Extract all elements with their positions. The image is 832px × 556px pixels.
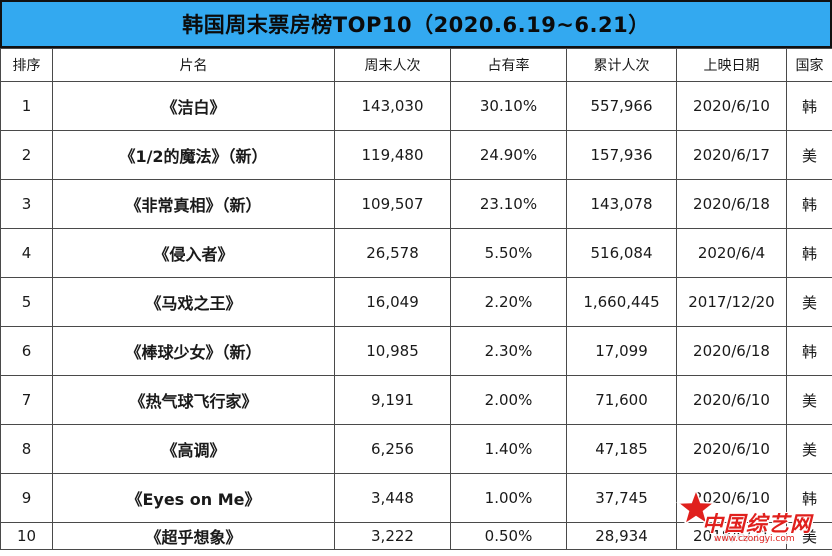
country-cell: 美 (786, 130, 832, 180)
release-cell: 2017/12/20 (676, 277, 787, 327)
rank-cell: 6 (0, 326, 53, 376)
share-cell: 23.10% (450, 179, 567, 229)
total-cell: 17,099 (566, 326, 677, 376)
share-cell: 2.30% (450, 326, 567, 376)
total-cell: 47,185 (566, 424, 677, 474)
country-cell: 韩 (786, 228, 832, 278)
header-row: 排序 片名 周末人次 占有率 累计人次 上映日期 国家 (0, 48, 832, 82)
film-cell: 《侵入者》 (52, 228, 335, 278)
table-row: 7 《热气球飞行家》 9,191 2.00% 71,600 2020/6/10 … (0, 375, 832, 425)
weekend-cell: 3,222 (334, 522, 451, 550)
table-row: 2 《1/2的魔法》（新） 119,480 24.90% 157,936 202… (0, 130, 832, 180)
total-cell: 28,934 (566, 522, 677, 550)
film-cell: 《非常真相》（新） (52, 179, 335, 229)
country-cell: 韩 (786, 326, 832, 376)
release-cell: 2020/6/10 (676, 473, 787, 523)
country-cell: 美 (786, 277, 832, 327)
header-rank: 排序 (0, 48, 53, 82)
country-cell: 美 (786, 424, 832, 474)
weekend-cell: 143,030 (334, 81, 451, 131)
header-film: 片名 (52, 48, 335, 82)
table-row: 1 《洁白》 143,030 30.10% 557,966 2020/6/10 … (0, 81, 832, 131)
weekend-cell: 6,256 (334, 424, 451, 474)
release-cell: 2018/6/21 (676, 522, 787, 550)
share-cell: 2.20% (450, 277, 567, 327)
release-cell: 2020/6/10 (676, 375, 787, 425)
total-cell: 71,600 (566, 375, 677, 425)
header-share: 占有率 (450, 48, 567, 82)
share-cell: 1.00% (450, 473, 567, 523)
total-cell: 143,078 (566, 179, 677, 229)
rank-cell: 4 (0, 228, 53, 278)
weekend-cell: 16,049 (334, 277, 451, 327)
film-cell: 《Eyes on Me》 (52, 473, 335, 523)
film-cell: 《热气球飞行家》 (52, 375, 335, 425)
share-cell: 30.10% (450, 81, 567, 131)
title-bar: 韩国周末票房榜TOP10（2020.6.19~6.21） (0, 0, 832, 48)
rank-cell: 7 (0, 375, 53, 425)
total-cell: 37,745 (566, 473, 677, 523)
table-row: 9 《Eyes on Me》 3,448 1.00% 37,745 2020/6… (0, 473, 832, 523)
rank-cell: 3 (0, 179, 53, 229)
header-release: 上映日期 (676, 48, 787, 82)
weekend-cell: 26,578 (334, 228, 451, 278)
box-office-table: 排序 片名 周末人次 占有率 累计人次 上映日期 国家 1 《洁白》 143,0… (0, 48, 832, 550)
share-cell: 24.90% (450, 130, 567, 180)
rank-cell: 5 (0, 277, 53, 327)
weekend-cell: 10,985 (334, 326, 451, 376)
header-country: 国家 (786, 48, 832, 82)
film-cell: 《马戏之王》 (52, 277, 335, 327)
rank-cell: 8 (0, 424, 53, 474)
table-row: 4 《侵入者》 26,578 5.50% 516,084 2020/6/4 韩 (0, 228, 832, 278)
film-cell: 《超乎想象》 (52, 522, 335, 550)
film-cell: 《洁白》 (52, 81, 335, 131)
country-cell: 韩 (786, 473, 832, 523)
header-total: 累计人次 (566, 48, 677, 82)
rank-cell: 1 (0, 81, 53, 131)
release-cell: 2020/6/18 (676, 179, 787, 229)
share-cell: 0.50% (450, 522, 567, 550)
weekend-cell: 3,448 (334, 473, 451, 523)
country-cell: 美 (786, 375, 832, 425)
share-cell: 2.00% (450, 375, 567, 425)
header-weekend: 周末人次 (334, 48, 451, 82)
total-cell: 157,936 (566, 130, 677, 180)
film-cell: 《高调》 (52, 424, 335, 474)
table-row: 10 《超乎想象》 3,222 0.50% 28,934 2018/6/21 美 (0, 522, 832, 550)
country-cell: 韩 (786, 179, 832, 229)
total-cell: 516,084 (566, 228, 677, 278)
film-cell: 《棒球少女》（新） (52, 326, 335, 376)
table-row: 3 《非常真相》（新） 109,507 23.10% 143,078 2020/… (0, 179, 832, 229)
release-cell: 2020/6/18 (676, 326, 787, 376)
release-cell: 2020/6/10 (676, 81, 787, 131)
release-cell: 2020/6/10 (676, 424, 787, 474)
weekend-cell: 119,480 (334, 130, 451, 180)
country-cell: 美 (786, 522, 832, 550)
total-cell: 1,660,445 (566, 277, 677, 327)
weekend-cell: 109,507 (334, 179, 451, 229)
table-row: 8 《高调》 6,256 1.40% 47,185 2020/6/10 美 (0, 424, 832, 474)
country-cell: 韩 (786, 81, 832, 131)
weekend-cell: 9,191 (334, 375, 451, 425)
release-cell: 2020/6/17 (676, 130, 787, 180)
rank-cell: 2 (0, 130, 53, 180)
table-row: 5 《马戏之王》 16,049 2.20% 1,660,445 2017/12/… (0, 277, 832, 327)
release-cell: 2020/6/4 (676, 228, 787, 278)
total-cell: 557,966 (566, 81, 677, 131)
share-cell: 5.50% (450, 228, 567, 278)
rank-cell: 10 (0, 522, 53, 550)
rank-cell: 9 (0, 473, 53, 523)
film-cell: 《1/2的魔法》（新） (52, 130, 335, 180)
share-cell: 1.40% (450, 424, 567, 474)
table-row: 6 《棒球少女》（新） 10,985 2.30% 17,099 2020/6/1… (0, 326, 832, 376)
page-title: 韩国周末票房榜TOP10（2020.6.19~6.21） (182, 13, 650, 37)
